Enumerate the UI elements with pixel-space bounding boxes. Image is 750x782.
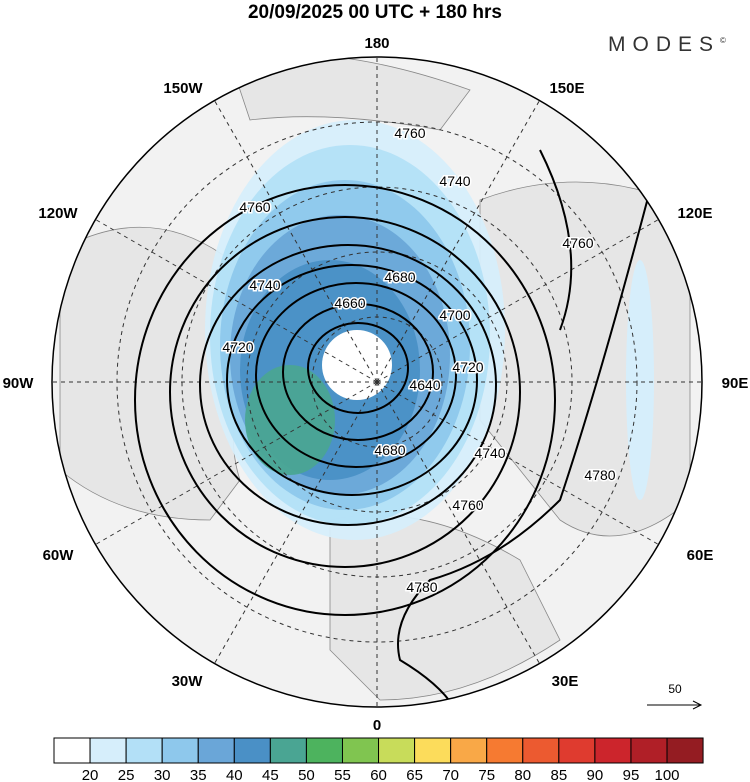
contour-label: 4740 xyxy=(249,277,280,293)
colorbar-label: 90 xyxy=(587,767,604,782)
contour-label: 4660 xyxy=(334,295,365,311)
contour-label: 4740 xyxy=(474,445,505,461)
longitude-label: 150E xyxy=(549,80,584,97)
map-border xyxy=(51,56,703,708)
colorbar-swatch xyxy=(161,737,199,764)
colorbar-label: 95 xyxy=(623,767,640,782)
height-contour-4780 xyxy=(397,189,651,707)
meridian-line xyxy=(214,381,378,664)
colorbar-swatch xyxy=(125,737,163,764)
colorbar-swatch xyxy=(269,737,307,764)
contour-label: 4780 xyxy=(406,579,437,595)
contour-label: 4760 xyxy=(239,199,270,215)
longitude-label: 60E xyxy=(687,547,714,564)
land-mass xyxy=(229,57,471,131)
colorbar-label: 55 xyxy=(334,767,351,782)
colorbar-label: 100 xyxy=(655,767,680,782)
longitude-label: 120E xyxy=(677,205,712,222)
height-contour-4760 xyxy=(539,149,573,331)
contour-label: 4680 xyxy=(374,442,405,458)
colorbar-swatch xyxy=(486,737,524,764)
colorbar-label: 25 xyxy=(118,767,135,782)
meridian-line xyxy=(95,219,378,383)
colorbar-label: 40 xyxy=(226,767,243,782)
colorbar-swatch xyxy=(341,737,380,764)
wind-shading xyxy=(245,365,335,475)
contour-label: 4760 xyxy=(394,125,425,141)
arrow-head-icon xyxy=(692,700,703,710)
colorbar-label: 50 xyxy=(298,767,315,782)
contour-label: 4640 xyxy=(409,377,440,393)
meridian-line xyxy=(376,100,540,383)
meridian-line xyxy=(376,381,659,545)
contour-label: 4740 xyxy=(439,173,470,189)
colorbar-swatch xyxy=(53,737,91,764)
colorbar-swatch xyxy=(558,737,596,764)
height-contour xyxy=(226,264,478,496)
meridian-line xyxy=(95,381,378,545)
colorbar-label: 70 xyxy=(442,767,459,782)
colorbar-swatch xyxy=(89,737,127,764)
colorbar-swatch xyxy=(450,737,488,764)
contour-label: 4760 xyxy=(452,497,483,513)
contour-label: 4720 xyxy=(452,359,483,375)
colorbar-swatch xyxy=(666,737,704,764)
meridian-line xyxy=(376,219,659,383)
vector-reference-label: 50 xyxy=(668,682,682,696)
colorbar-label: 80 xyxy=(514,767,531,782)
colorbar-label: 45 xyxy=(262,767,279,782)
colorbar-swatch xyxy=(522,737,560,764)
logo-text: MODES xyxy=(608,33,721,56)
colorbar-swatch xyxy=(305,737,343,764)
height-contour xyxy=(169,216,521,568)
colorbar-label: 85 xyxy=(550,767,567,782)
contour-label: 4780 xyxy=(584,467,615,483)
height-contour xyxy=(307,322,409,414)
map-content: 4760 4740 4760 4740 4720 4680 4660 4700 4640 4720… xyxy=(52,57,702,707)
colorbar-label: 20 xyxy=(82,767,99,782)
height-contour xyxy=(199,244,497,526)
colorbar-swatch xyxy=(594,737,632,764)
colorbar-swatch xyxy=(378,737,416,764)
contour-label: 4700 xyxy=(439,307,470,323)
colorbar-label: 60 xyxy=(370,767,387,782)
wind-shading xyxy=(626,260,654,500)
height-contour xyxy=(255,282,457,468)
longitude-label: 150W xyxy=(163,80,203,97)
contour-label: 4680 xyxy=(384,269,415,285)
contour-label: 4720 xyxy=(222,339,253,355)
colorbar-label: 75 xyxy=(478,767,495,782)
height-contour xyxy=(134,184,556,616)
longitude-label: 30E xyxy=(552,673,579,690)
modes-logo: MODES© xyxy=(608,33,726,56)
longitude-label: 30W xyxy=(172,673,204,690)
colorbar-swatch xyxy=(414,737,452,764)
longitude-label: 90E xyxy=(722,375,749,392)
height-contour xyxy=(282,303,434,441)
meridian-line xyxy=(376,381,540,664)
colorbar-swatch xyxy=(233,737,271,764)
longitude-label: 120W xyxy=(38,205,78,222)
meridian-line xyxy=(214,100,378,383)
contour-label: 4760 xyxy=(562,235,593,251)
colorbar-label: 35 xyxy=(190,767,207,782)
colorbar-swatch xyxy=(197,737,235,764)
longitude-label: 180 xyxy=(364,35,389,52)
longitude-label: 60W xyxy=(43,547,75,564)
colorbar-label: 30 xyxy=(154,767,171,782)
colorbar-label: 65 xyxy=(406,767,423,782)
colorbar-swatch xyxy=(630,737,668,764)
longitude-label: 0 xyxy=(373,717,381,734)
longitude-label: 90W xyxy=(3,375,35,392)
map-title: 20/09/2025 00 UTC + 180 hrs xyxy=(247,2,503,23)
